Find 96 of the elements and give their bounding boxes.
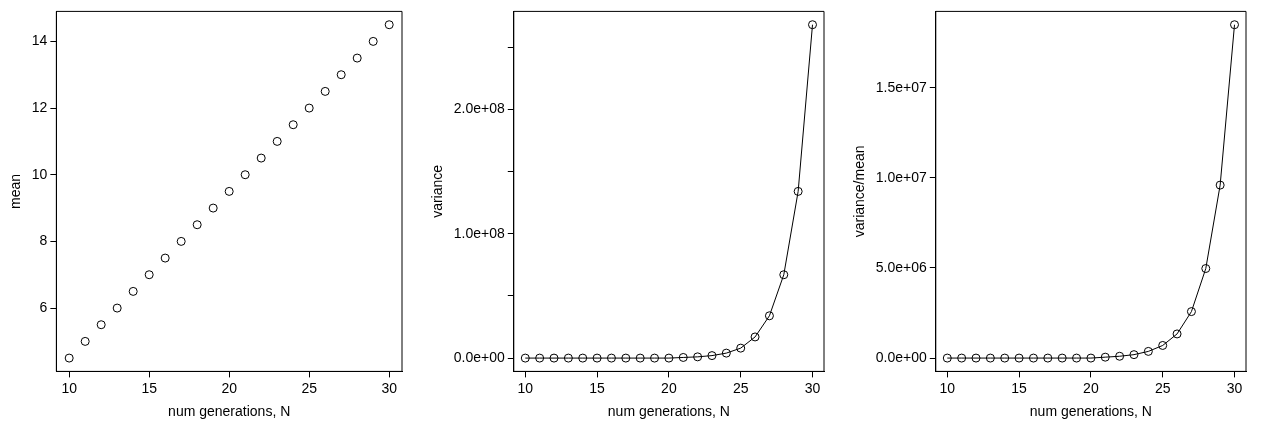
- point: [352, 53, 362, 63]
- point: [80, 336, 90, 346]
- point: [721, 348, 731, 358]
- x-tick-label: 25: [732, 379, 749, 396]
- point: [736, 343, 746, 353]
- point: [384, 20, 394, 30]
- point: [764, 311, 774, 321]
- point: [1186, 307, 1196, 317]
- y-tick-label: 12: [31, 98, 48, 115]
- point: [224, 186, 234, 196]
- point: [942, 353, 952, 363]
- x-tick-label: 10: [939, 379, 956, 396]
- point: [549, 353, 559, 363]
- x-tick-label: 25: [301, 379, 318, 396]
- point: [563, 353, 573, 363]
- point: [650, 353, 660, 363]
- point: [144, 270, 154, 280]
- point: [957, 353, 967, 363]
- y-tick-label: 1.0e+08: [453, 224, 506, 241]
- y-axis-title: variance: [429, 164, 446, 218]
- point: [793, 186, 803, 196]
- x-tick-label: 10: [61, 379, 78, 396]
- point: [1014, 353, 1024, 363]
- x-tick-label: 30: [1226, 379, 1243, 396]
- point: [606, 353, 616, 363]
- point: [1086, 353, 1096, 363]
- point: [678, 352, 688, 362]
- point: [1115, 351, 1125, 361]
- y-tick-label: 10: [31, 165, 48, 182]
- point: [693, 352, 703, 362]
- point: [621, 353, 631, 363]
- point: [1215, 180, 1225, 190]
- y-tick-label: 1.5e+07: [875, 78, 928, 95]
- y-tick-label: 2.0e+08: [453, 100, 506, 117]
- point: [96, 320, 106, 330]
- point: [1028, 353, 1038, 363]
- point: [1158, 340, 1168, 350]
- point: [192, 220, 202, 230]
- point: [368, 36, 378, 46]
- x-tick-label: 30: [804, 379, 821, 396]
- point: [288, 120, 298, 130]
- point: [578, 353, 588, 363]
- point: [256, 153, 266, 163]
- y-tick-label: 0.0e+00: [875, 348, 928, 365]
- point: [535, 353, 545, 363]
- y-tick-label: 1.0e+07: [875, 168, 928, 185]
- x-tick-label: 15: [1011, 379, 1028, 396]
- point: [520, 353, 530, 363]
- y-axis-title: variance/mean: [851, 145, 868, 238]
- point: [779, 270, 789, 280]
- x-tick-label: 20: [661, 379, 677, 396]
- x-axis-title: num generations, N: [607, 403, 730, 420]
- y-tick-label: 5.0e+06: [875, 258, 928, 275]
- point: [985, 353, 995, 363]
- y-axis-title: mean: [7, 173, 24, 209]
- point: [1043, 353, 1053, 363]
- y-tick-label: 8: [39, 232, 48, 249]
- point: [1172, 329, 1182, 339]
- point: [176, 236, 186, 246]
- point: [1143, 346, 1153, 356]
- point: [808, 20, 818, 30]
- point: [272, 136, 282, 146]
- point: [320, 86, 330, 96]
- y-tick-label: 14: [31, 32, 48, 49]
- point: [592, 353, 602, 363]
- point: [1072, 353, 1082, 363]
- point: [1000, 353, 1010, 363]
- x-tick-label: 20: [1083, 379, 1099, 396]
- y-tick-label: 0.0e+00: [453, 348, 506, 365]
- point: [707, 351, 717, 361]
- point: [336, 70, 346, 80]
- point: [750, 332, 760, 342]
- y-tick-label: 6: [39, 298, 48, 315]
- point: [1129, 350, 1139, 360]
- point: [304, 103, 314, 113]
- point: [1230, 20, 1240, 30]
- x-axis-title: num generations, N: [168, 403, 291, 420]
- point: [240, 170, 250, 180]
- point: [635, 353, 645, 363]
- point: [208, 203, 218, 213]
- point: [112, 303, 122, 313]
- point: [128, 286, 138, 296]
- point: [1201, 264, 1211, 274]
- x-tick-label: 25: [1154, 379, 1171, 396]
- x-tick-label: 10: [517, 379, 534, 396]
- point: [1100, 352, 1110, 362]
- x-tick-label: 15: [141, 379, 158, 396]
- x-axis-title: num generations, N: [1029, 403, 1152, 420]
- point: [664, 353, 674, 363]
- x-tick-label: 20: [221, 379, 238, 396]
- x-tick-label: 30: [381, 379, 398, 396]
- point: [160, 253, 170, 263]
- x-tick-label: 15: [589, 379, 606, 396]
- point: [971, 353, 981, 363]
- point: [1057, 353, 1067, 363]
- point: [64, 353, 74, 363]
